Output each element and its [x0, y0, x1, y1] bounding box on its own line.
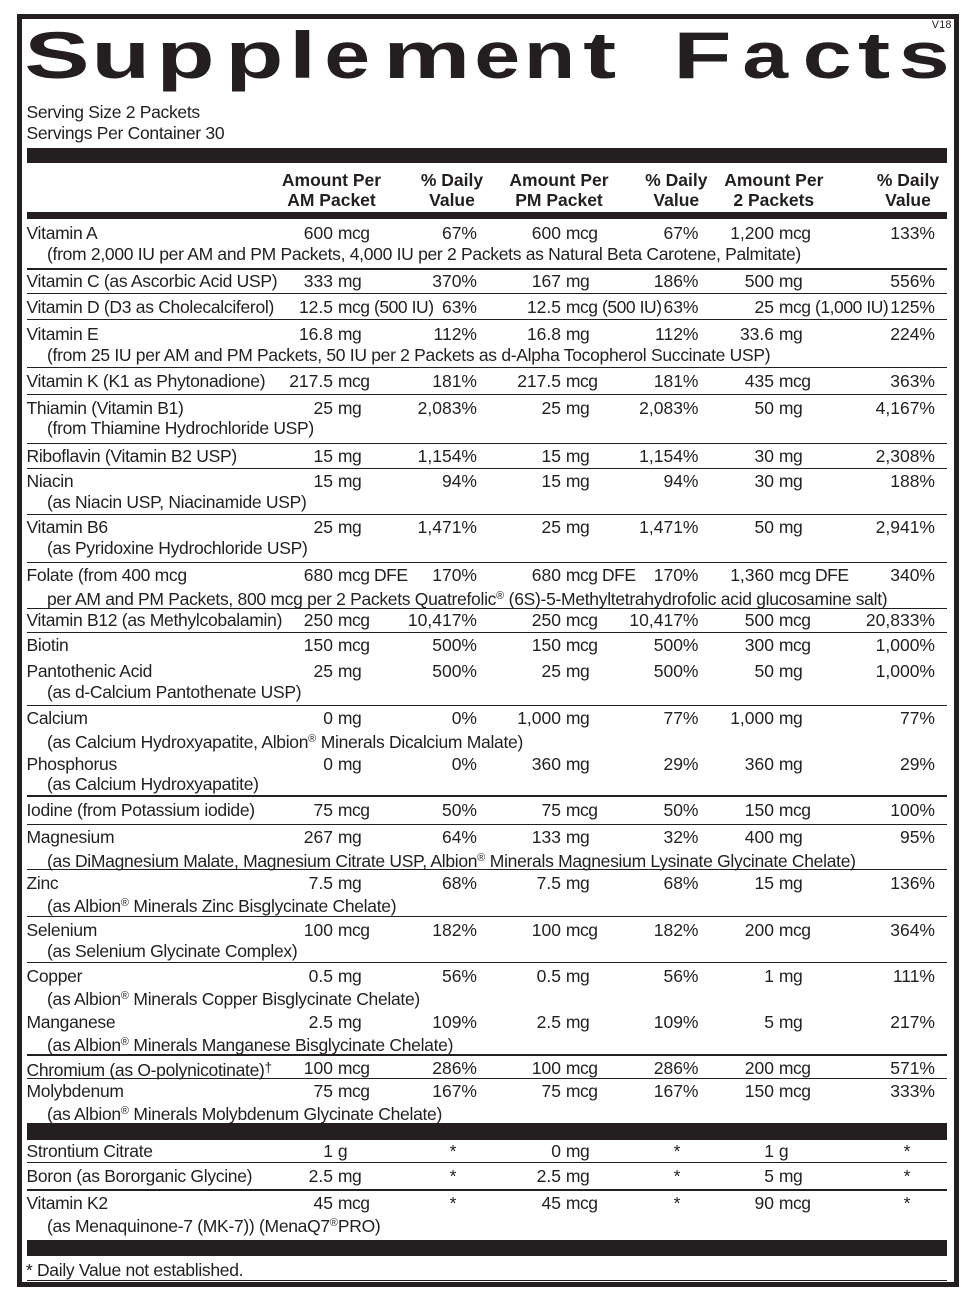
svg-text:s: s — [899, 19, 950, 92]
svg-text:m: m — [383, 19, 470, 92]
svg-text:c: c — [803, 20, 852, 93]
svg-text:F: F — [673, 20, 731, 93]
svg-text:p: p — [225, 19, 283, 92]
svg-text:S: S — [24, 18, 89, 92]
svg-text:l: l — [289, 19, 316, 92]
svg-text:t: t — [858, 19, 890, 93]
svg-text:p: p — [157, 19, 215, 92]
svg-text:u: u — [91, 19, 150, 92]
svg-text:a: a — [742, 19, 788, 92]
svg-text:e: e — [324, 19, 370, 92]
svg-text:n: n — [524, 19, 575, 92]
svg-text:t: t — [583, 19, 616, 92]
svg-text:e: e — [474, 19, 520, 92]
